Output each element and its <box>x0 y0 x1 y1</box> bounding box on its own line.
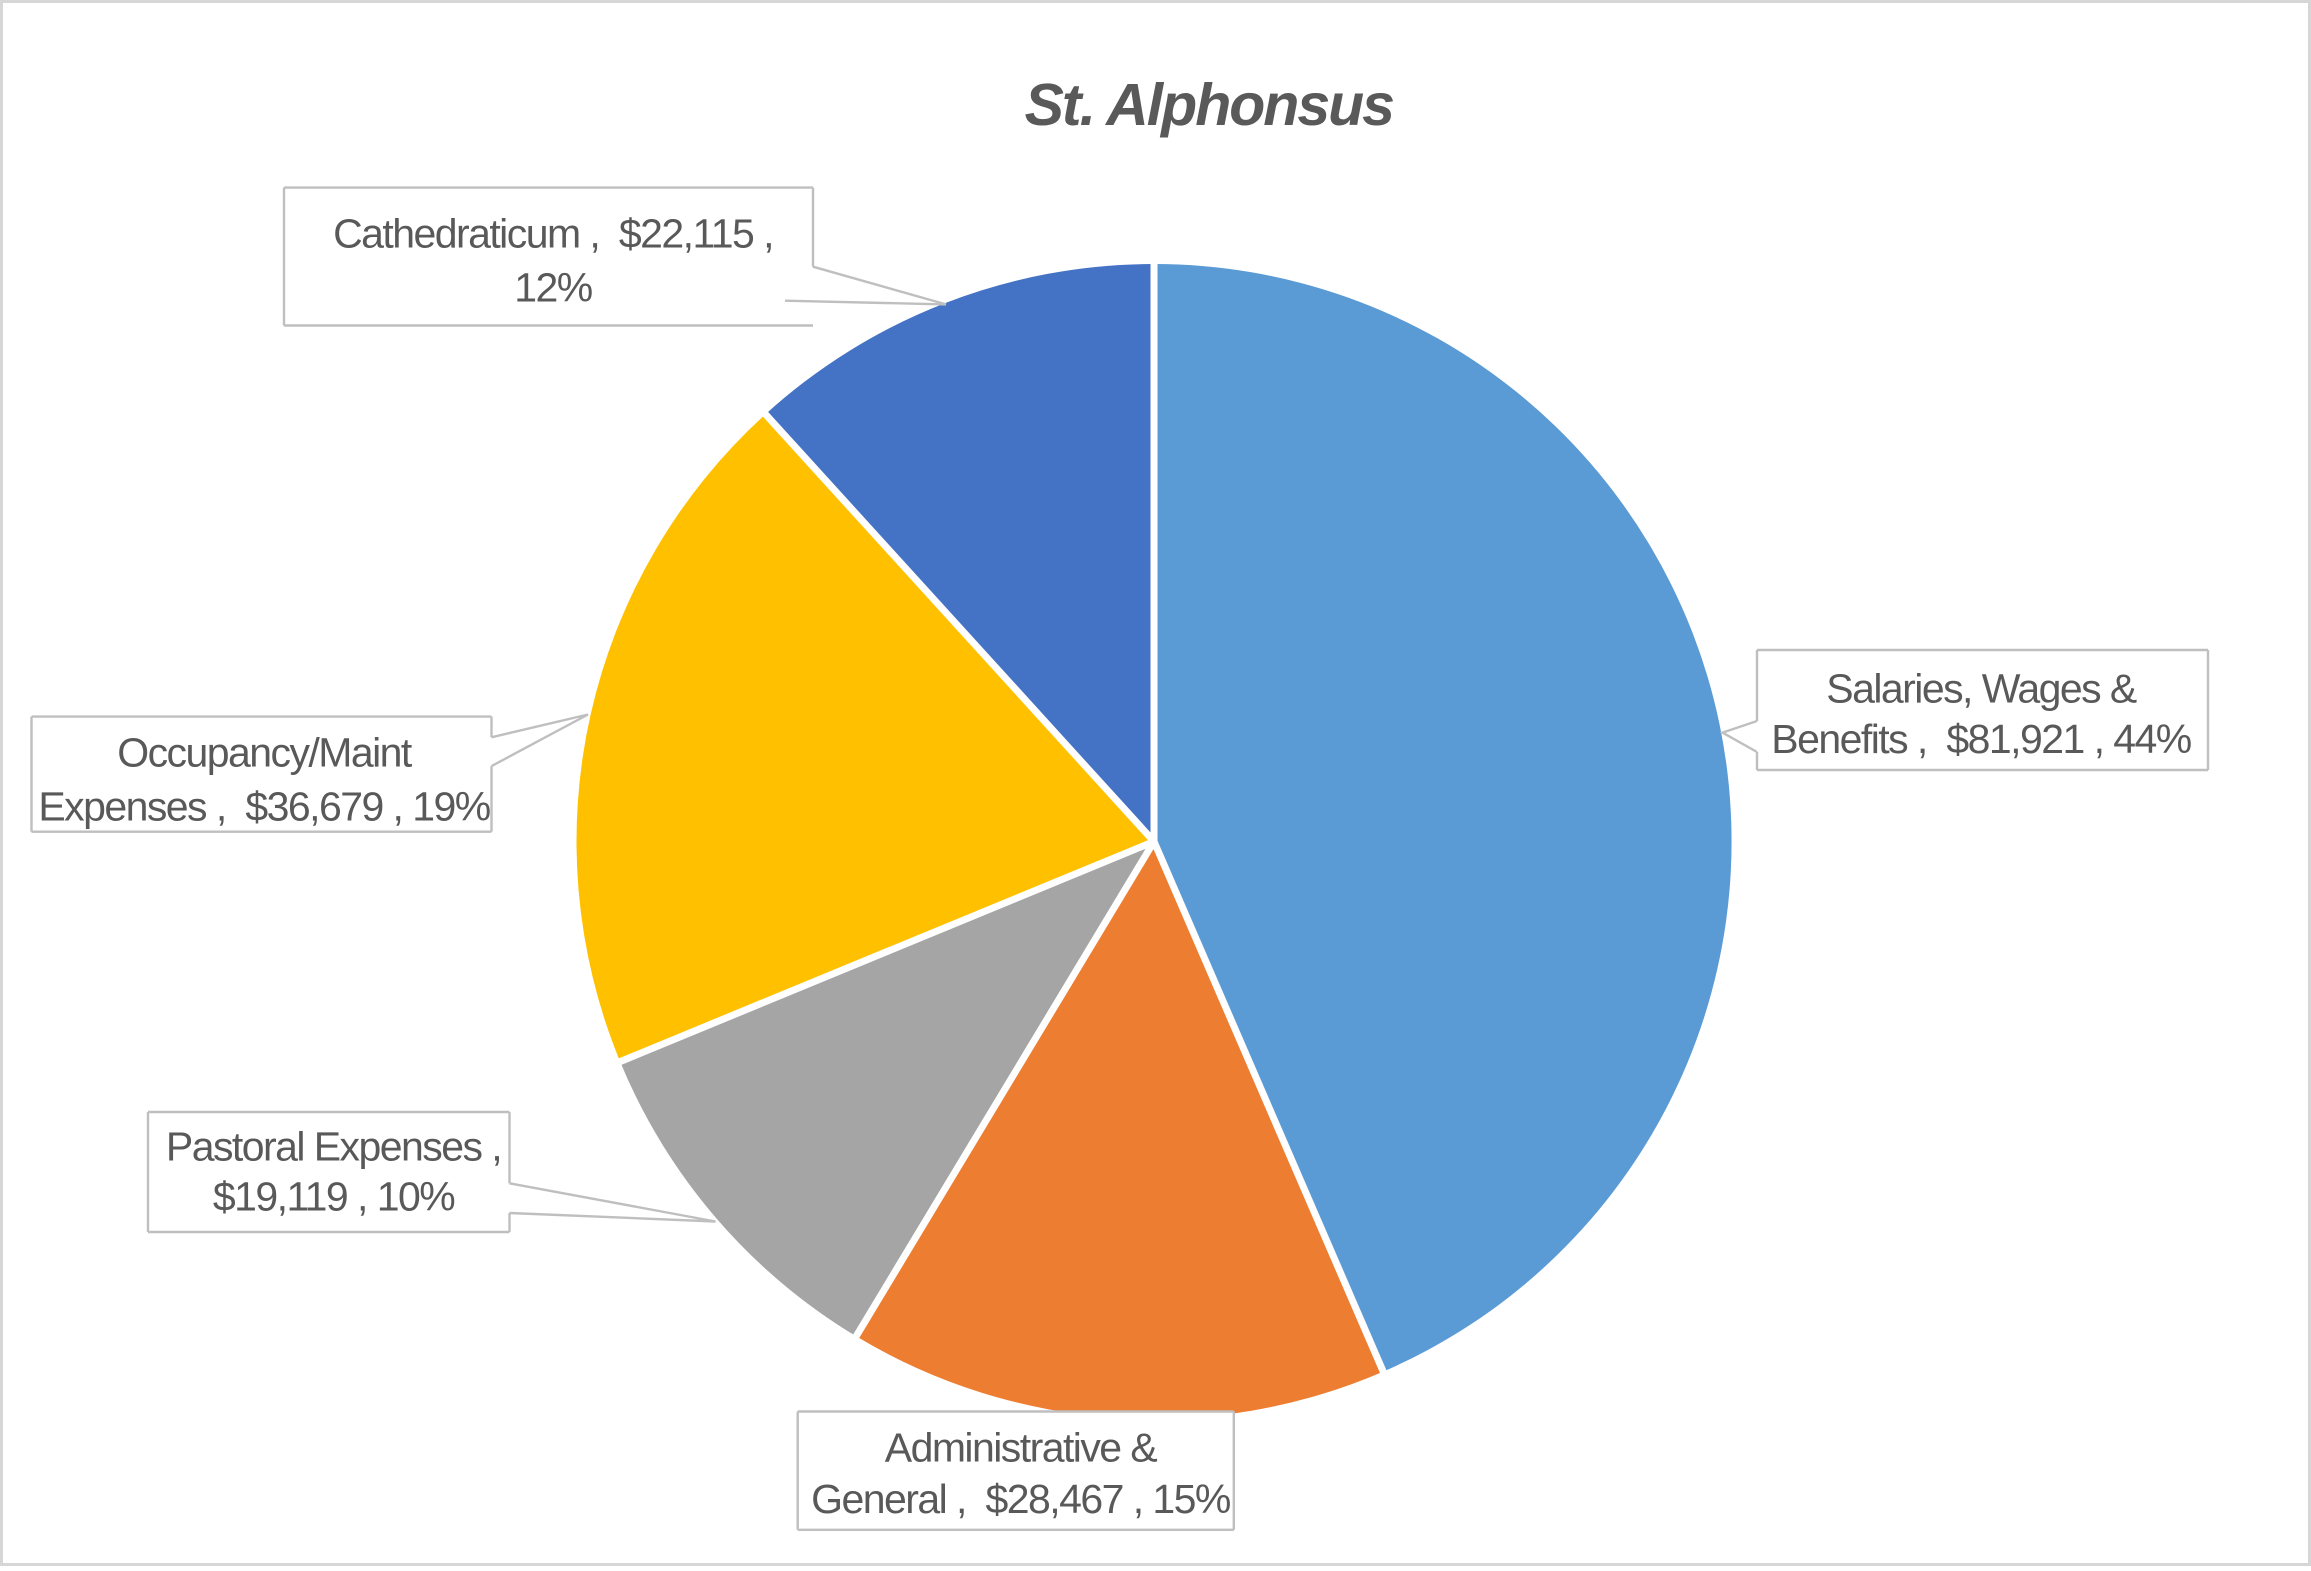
svg-text:Occupancy/Maint: Occupancy/Maint <box>117 730 413 776</box>
svg-text:General , $28,467 , 15%: General , $28,467 , 15% <box>811 1476 1230 1522</box>
svg-text:St. Alphonsus: St. Alphonsus <box>1025 72 1394 138</box>
svg-text:Benefits , $81,921 , 44%: Benefits , $81,921 , 44% <box>1771 716 2190 762</box>
svg-text:Pastoral Expenses ,: Pastoral Expenses , <box>166 1124 501 1170</box>
svg-text:12%: 12% <box>514 265 592 311</box>
svg-text:Cathedraticum , $22,115 ,: Cathedraticum , $22,115 , <box>333 211 773 257</box>
svg-text:Administrative &: Administrative & <box>885 1424 1158 1470</box>
svg-text:Expenses , $36,679 , 19%: Expenses , $36,679 , 19% <box>38 784 489 830</box>
svg-text:$19,119 , 10%: $19,119 , 10% <box>213 1174 454 1220</box>
svg-text:Salaries, Wages &: Salaries, Wages & <box>1826 665 2137 711</box>
